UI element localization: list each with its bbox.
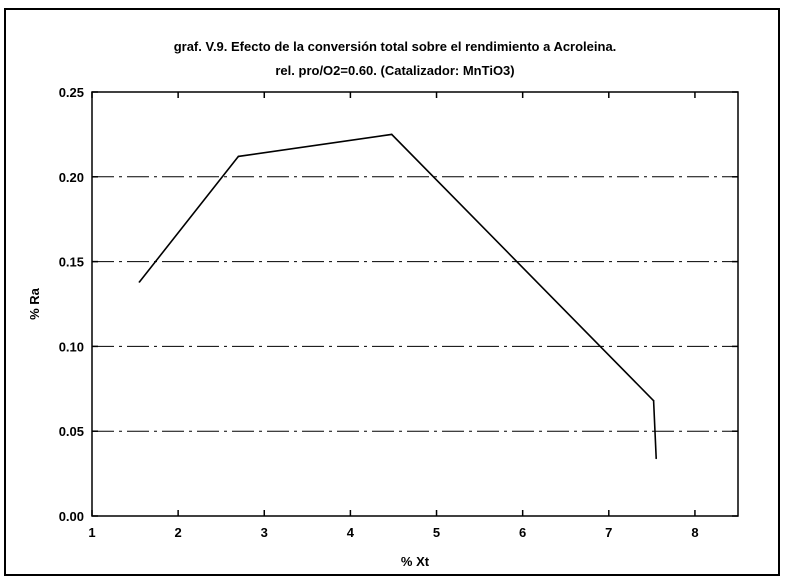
y-tick-label-1: 0.05 (59, 424, 84, 439)
y-tick-label-4: 0.20 (59, 170, 84, 185)
data-point-4 (655, 457, 657, 460)
data-point-3 (652, 399, 655, 402)
y-tick-label-2: 0.10 (59, 339, 84, 354)
x-tick-label-7: 8 (691, 525, 698, 540)
data-point-0 (138, 281, 141, 283)
x-tick-label-0: 1 (88, 525, 95, 540)
x-tick-label-5: 6 (519, 525, 526, 540)
x-tick-label-2: 3 (261, 525, 268, 540)
x-axis-label: % Xt (401, 554, 430, 569)
chart-subtitle: rel. pro/O2=0.60. (Catalizador: MnTiO3) (275, 63, 514, 78)
x-tick-label-4: 5 (433, 525, 440, 540)
data-point-2 (390, 133, 393, 136)
y-axis-label: % Ra (27, 287, 42, 320)
x-tick-label-1: 2 (175, 525, 182, 540)
y-tick-label-0: 0.00 (59, 509, 84, 524)
y-tick-label-5: 0.25 (59, 85, 84, 100)
line-chart: graf. V.9. Efecto de la conversión total… (27, 39, 739, 569)
x-tick-label-6: 7 (605, 525, 612, 540)
chart-title: graf. V.9. Efecto de la conversión total… (174, 39, 617, 54)
chart-frame: graf. V.9. Efecto de la conversión total… (4, 8, 780, 576)
y-tick-label-3: 0.15 (59, 255, 84, 270)
data-point-1 (237, 155, 240, 158)
series-line (138, 133, 657, 459)
plot-area (91, 91, 739, 517)
x-tick-label-3: 4 (347, 525, 355, 540)
